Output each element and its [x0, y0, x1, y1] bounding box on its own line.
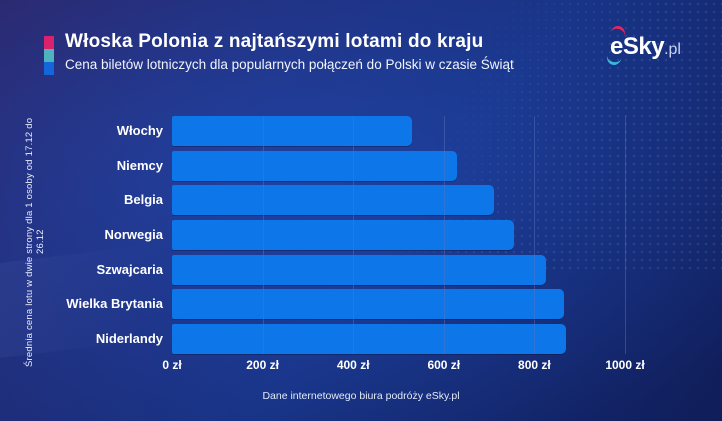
x-tick-label: 800 zł — [518, 358, 551, 372]
logo-text: eSky — [610, 33, 665, 60]
bar — [172, 254, 546, 285]
x-tick-label: 0 zł — [162, 358, 182, 372]
gridline — [353, 116, 355, 354]
gridlines — [172, 116, 626, 354]
esky-logo: eSky.pl — [605, 24, 681, 67]
accent-segment-2 — [44, 62, 54, 75]
plot-area — [172, 116, 626, 354]
x-tick-label: 1000 zł — [605, 358, 645, 372]
bar-series — [172, 116, 625, 354]
category-labels: Włochy Niemcy Belgia Norwegia Szwajcaria Wiel… — [40, 116, 163, 354]
y-axis-title: Średnia cena lotu w dwie strony dla 1 os… — [24, 117, 46, 367]
title-accent-stripe — [44, 36, 54, 75]
category-label: Szwajcaria — [96, 261, 164, 277]
x-tick-label: 400 zł — [336, 358, 370, 372]
source-note: Dane internetowego biura podróży eSky.pl — [262, 390, 460, 402]
category-label: Niemcy — [116, 157, 163, 173]
category-label: Niderlandy — [95, 330, 163, 346]
gridline — [534, 116, 536, 354]
bar — [172, 289, 564, 320]
category-label: Norwegia — [104, 226, 163, 242]
category-label: Włochy — [116, 123, 163, 138]
x-tick-label: 600 zł — [427, 358, 461, 372]
bar — [172, 219, 514, 250]
accent-segment-0 — [44, 36, 54, 49]
x-tick-label: 200 zł — [246, 358, 279, 372]
bar — [172, 185, 494, 216]
gridline — [625, 116, 626, 354]
page-title: Włoska Polonia z najtańszymi lotami do k… — [65, 31, 484, 52]
bar — [172, 116, 413, 146]
gridline — [443, 116, 445, 354]
accent-segment-1 — [44, 49, 54, 62]
bar — [172, 323, 567, 354]
x-axis-ticks: 0 zł 200 zł 400 zł 600 zł 800 zł 1000 zł — [162, 358, 644, 374]
logo-suffix: .pl — [664, 41, 681, 58]
gridline — [262, 116, 264, 354]
category-label: Belgia — [123, 192, 163, 208]
category-label: Wielka Brytania — [66, 296, 163, 312]
page-subtitle: Cena biletów lotniczych dla popularnych … — [65, 57, 514, 72]
bar — [172, 150, 458, 181]
